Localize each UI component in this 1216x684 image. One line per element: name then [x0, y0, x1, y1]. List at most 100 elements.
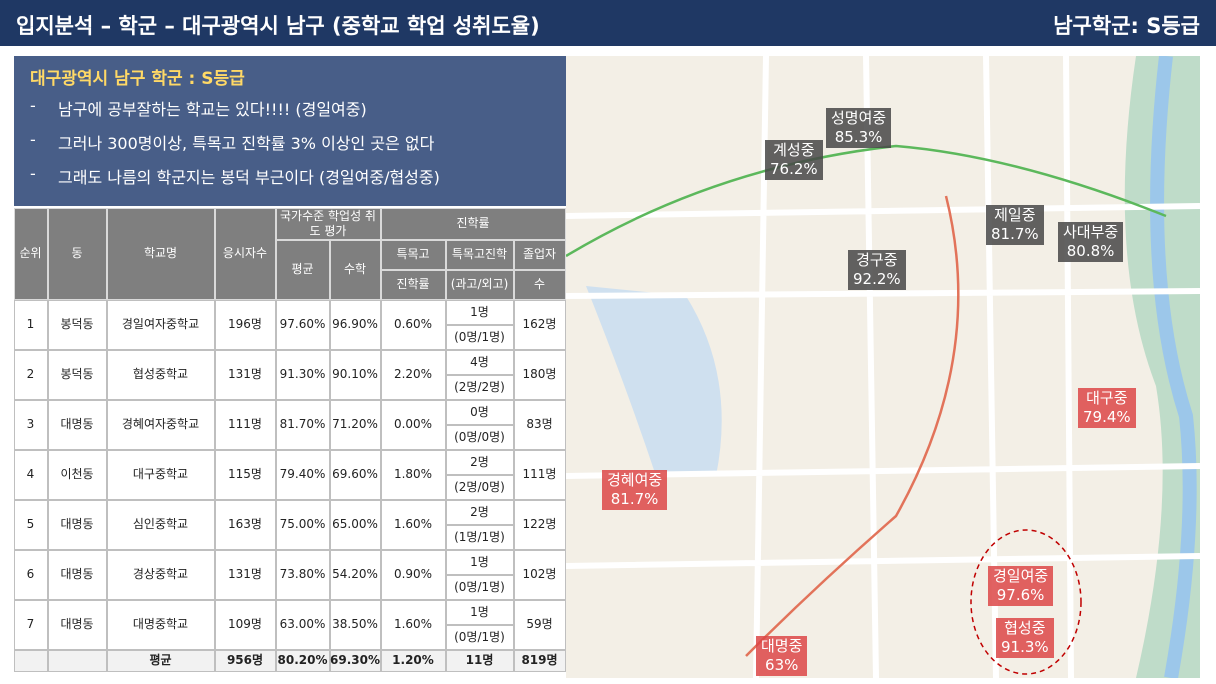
- table-cell: 0.90%: [380, 549, 446, 600]
- table-cell: 1.60%: [380, 499, 446, 550]
- school-name: 경구중: [856, 251, 898, 269]
- school-label: 대구중 79.4%: [1078, 388, 1136, 428]
- school-label: 대명중 63%: [756, 636, 808, 676]
- table-cell: 경혜여자중학교: [106, 399, 215, 450]
- school-rate: 92.2%: [853, 270, 901, 288]
- table-cell: 180명: [513, 349, 566, 400]
- table-cell: (2명/2명): [445, 374, 514, 400]
- footer-cell: 80.20%: [275, 649, 330, 672]
- school-rate: 81.7%: [991, 225, 1039, 243]
- footer-cell: 평균: [106, 649, 215, 672]
- summary-bullet: 남구에 공부잘하는 학교는 있다!!!! (경일여중): [58, 100, 367, 119]
- summary-title: 대구광역시 남구 학군 : S등급: [30, 69, 245, 89]
- table-cell: 봉덕동: [47, 299, 107, 350]
- map-subway-line: [745, 195, 960, 657]
- table-cell: 83명: [513, 399, 566, 450]
- school-rate: 97.6%: [996, 586, 1045, 604]
- header-title: 입지분석 – 학군 – 대구광역시 남구 (중학교 학업 성취도율): [16, 14, 540, 38]
- map-river: [1150, 56, 1197, 678]
- table-cell: 심인중학교: [106, 499, 215, 550]
- table-cell: 0.00%: [380, 399, 446, 450]
- table-cell: 91.30%: [275, 349, 330, 400]
- table-cell: 38.50%: [329, 599, 381, 650]
- school-name: 협성중: [1004, 619, 1046, 637]
- header-cell: (과고/외고): [445, 269, 514, 300]
- table-cell: 75.00%: [275, 499, 330, 550]
- table-cell: 대구중학교: [106, 449, 215, 500]
- school-name: 경혜여중: [607, 471, 663, 489]
- table-cell: 2: [13, 349, 48, 400]
- table-cell: 163명: [214, 499, 276, 550]
- header-cell: 응시자수: [214, 207, 276, 300]
- table-cell: 1.60%: [380, 599, 446, 650]
- table-cell: 6: [13, 549, 48, 600]
- table-cell: 4: [13, 449, 48, 500]
- table-cell: (0명/1명): [445, 624, 514, 650]
- school-label: 경일여중 97.6%: [988, 566, 1054, 606]
- table-cell: 79.40%: [275, 449, 330, 500]
- table-cell: (0명/0명): [445, 424, 514, 450]
- school-name: 경일여중: [993, 567, 1049, 585]
- bullet-marker: -: [30, 130, 36, 149]
- table-cell: 1명: [445, 299, 514, 325]
- table-cell: 73.80%: [275, 549, 330, 600]
- table-cell: 71.20%: [329, 399, 381, 450]
- footer-cell: 956명: [214, 649, 276, 672]
- table-cell: 대명동: [47, 499, 107, 550]
- header-cell: 수학: [329, 239, 381, 300]
- table-cell: 1.80%: [380, 449, 446, 500]
- school-label: 협성중 91.3%: [996, 618, 1054, 658]
- header-cell: 평균: [275, 239, 330, 300]
- header-bar: 입지분석 – 학군 – 대구광역시 남구 (중학교 학업 성취도율) 남구학군:…: [0, 0, 1216, 46]
- table-cell: 2.20%: [380, 349, 446, 400]
- table-cell: 59명: [513, 599, 566, 650]
- table-cell: 69.60%: [329, 449, 381, 500]
- table-cell: 131명: [214, 349, 276, 400]
- school-name: 사대부중: [1063, 223, 1119, 241]
- summary-box: 대구광역시 남구 학군 : S등급 - 남구에 공부잘하는 학교는 있다!!!! …: [14, 56, 566, 206]
- school-label: 경혜여중 81.7%: [602, 470, 668, 510]
- header-cell: 특목고진학: [445, 239, 514, 270]
- header-cell: 특목고: [380, 239, 446, 270]
- table-cell: 111명: [513, 449, 566, 500]
- table-cell: 대명동: [47, 599, 107, 650]
- table-cell: 2명: [445, 449, 514, 475]
- table-cell: 7: [13, 599, 48, 650]
- school-label: 사대부중 80.8%: [1058, 222, 1124, 262]
- table-cell: 115명: [214, 449, 276, 500]
- table-cell: 131명: [214, 549, 276, 600]
- table-cell: 54.20%: [329, 549, 381, 600]
- school-label: 성명여중 85.3%: [826, 108, 892, 148]
- school-rate: 91.3%: [1001, 638, 1049, 656]
- school-name: 제일중: [994, 206, 1036, 224]
- header-cell: 국가수준 학업성 취도 평가: [275, 207, 381, 240]
- footer-cell: 11명: [445, 649, 514, 672]
- school-name: 계성중: [773, 141, 815, 159]
- school-rate: 76.2%: [770, 160, 818, 178]
- table-cell: 65.00%: [329, 499, 381, 550]
- table-cell: 0.60%: [380, 299, 446, 350]
- header-cell: 진학률: [380, 207, 566, 240]
- header-cell: 졸업자: [513, 239, 566, 270]
- table-cell: 122명: [513, 499, 566, 550]
- table-cell: 2명: [445, 499, 514, 525]
- footer-cell: 1.20%: [380, 649, 446, 672]
- map-park: [1124, 56, 1200, 678]
- header-cell: 동: [47, 207, 107, 300]
- map-road: [566, 56, 1200, 678]
- table-cell: (1명/1명): [445, 524, 514, 550]
- table-cell: 81.70%: [275, 399, 330, 450]
- table-cell: 5: [13, 499, 48, 550]
- map-area: [586, 286, 722, 476]
- table-cell: 협성중학교: [106, 349, 215, 400]
- table-cell: 162명: [513, 299, 566, 350]
- bullet-marker: -: [30, 96, 36, 115]
- school-name: 대구중: [1086, 389, 1128, 407]
- header-cell: 학교명: [106, 207, 215, 300]
- table-cell: (0명/1명): [445, 324, 514, 350]
- map-subway-line: [566, 144, 1167, 258]
- highlight-circle: [970, 529, 1082, 675]
- table-cell: 97.60%: [275, 299, 330, 350]
- table-cell: 봉덕동: [47, 349, 107, 400]
